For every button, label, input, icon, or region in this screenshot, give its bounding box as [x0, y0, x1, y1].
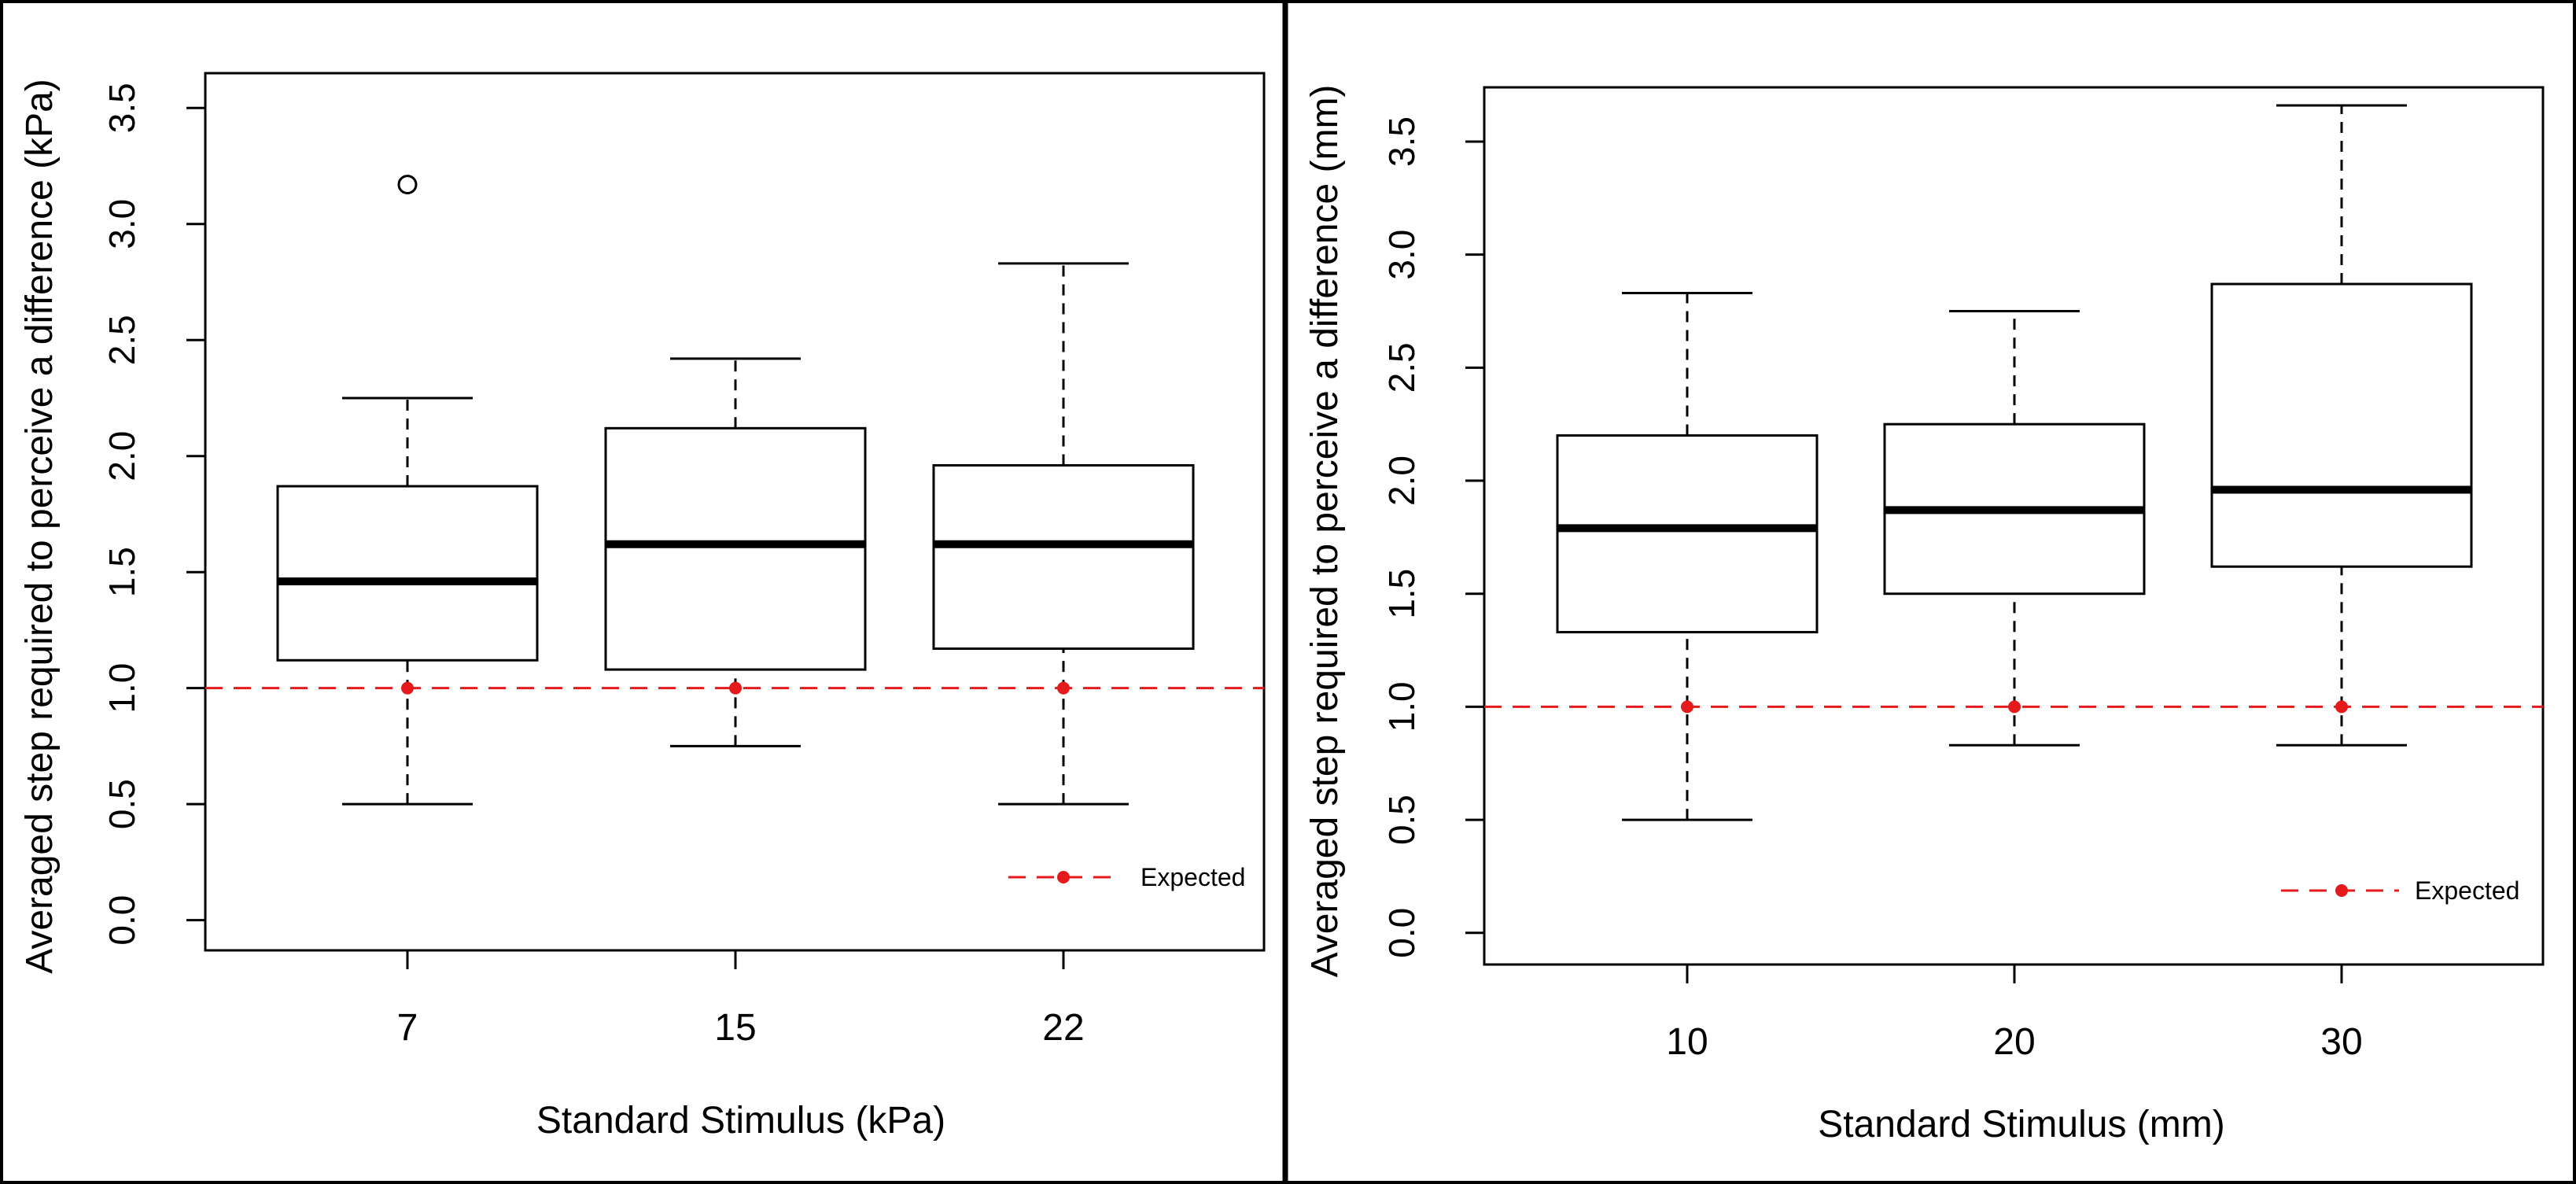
- x-tick-label: 7: [397, 1007, 418, 1049]
- x-tick-label: 22: [1042, 1007, 1084, 1049]
- y-tick-label: 1.5: [1381, 569, 1422, 619]
- legend-point: [1057, 871, 1070, 883]
- y-axis-label: Averaged step required to perceive a dif…: [1304, 85, 1346, 978]
- y-tick-label: 0.0: [1381, 908, 1422, 958]
- box-iqr: [1556, 434, 1819, 634]
- x-tick-label: 20: [1993, 1021, 2035, 1063]
- box-iqr: [276, 485, 539, 662]
- y-tick-label: 3.0: [101, 199, 142, 249]
- y-tick-label: 1.0: [1381, 681, 1422, 732]
- outlier-point: [397, 175, 418, 195]
- y-tick-label: 0.5: [101, 779, 142, 829]
- x-tick-label: 10: [1666, 1021, 1708, 1063]
- y-tick-label: 2.5: [1381, 342, 1422, 393]
- y-tick-label: 0.0: [101, 895, 142, 946]
- box-iqr: [2210, 282, 2473, 568]
- expected-point: [1681, 700, 1693, 714]
- x-tick-label: 15: [714, 1007, 756, 1049]
- box-iqr: [932, 464, 1195, 651]
- panel-left-kpa: Standard Stimulus (kPa) Averaged step re…: [19, 72, 1266, 1142]
- legend-point: [2335, 884, 2348, 897]
- x-axis-label: Standard Stimulus (mm): [1818, 1104, 2224, 1145]
- x-axis-label: Standard Stimulus (kPa): [536, 1100, 945, 1142]
- expected-point: [729, 681, 742, 695]
- expected-point: [2008, 700, 2021, 714]
- legend-label: Expected: [2415, 876, 2519, 905]
- x-tick-label: 30: [2320, 1021, 2362, 1063]
- y-tick-label: 2.0: [1381, 456, 1422, 506]
- y-tick-label: 1.5: [101, 547, 142, 597]
- y-tick-label: 2.5: [101, 315, 142, 365]
- legend-label: Expected: [1141, 863, 1245, 891]
- expected-point: [2335, 700, 2348, 714]
- y-tick-label: 0.5: [1381, 795, 1422, 845]
- expected-point: [401, 681, 414, 695]
- box-iqr: [604, 426, 867, 671]
- y-axis-label: Averaged step required to perceive a dif…: [19, 79, 61, 974]
- y-tick-label: 3.5: [101, 83, 142, 133]
- y-tick-label: 2.0: [101, 431, 142, 481]
- y-tick-label: 3.0: [1381, 230, 1422, 280]
- panel-right-mm: Standard Stimulus (mm) Averaged step req…: [1304, 85, 2545, 1145]
- y-tick-label: 1.0: [101, 663, 142, 714]
- expected-point: [1057, 681, 1070, 695]
- y-tick-label: 3.5: [1381, 116, 1422, 167]
